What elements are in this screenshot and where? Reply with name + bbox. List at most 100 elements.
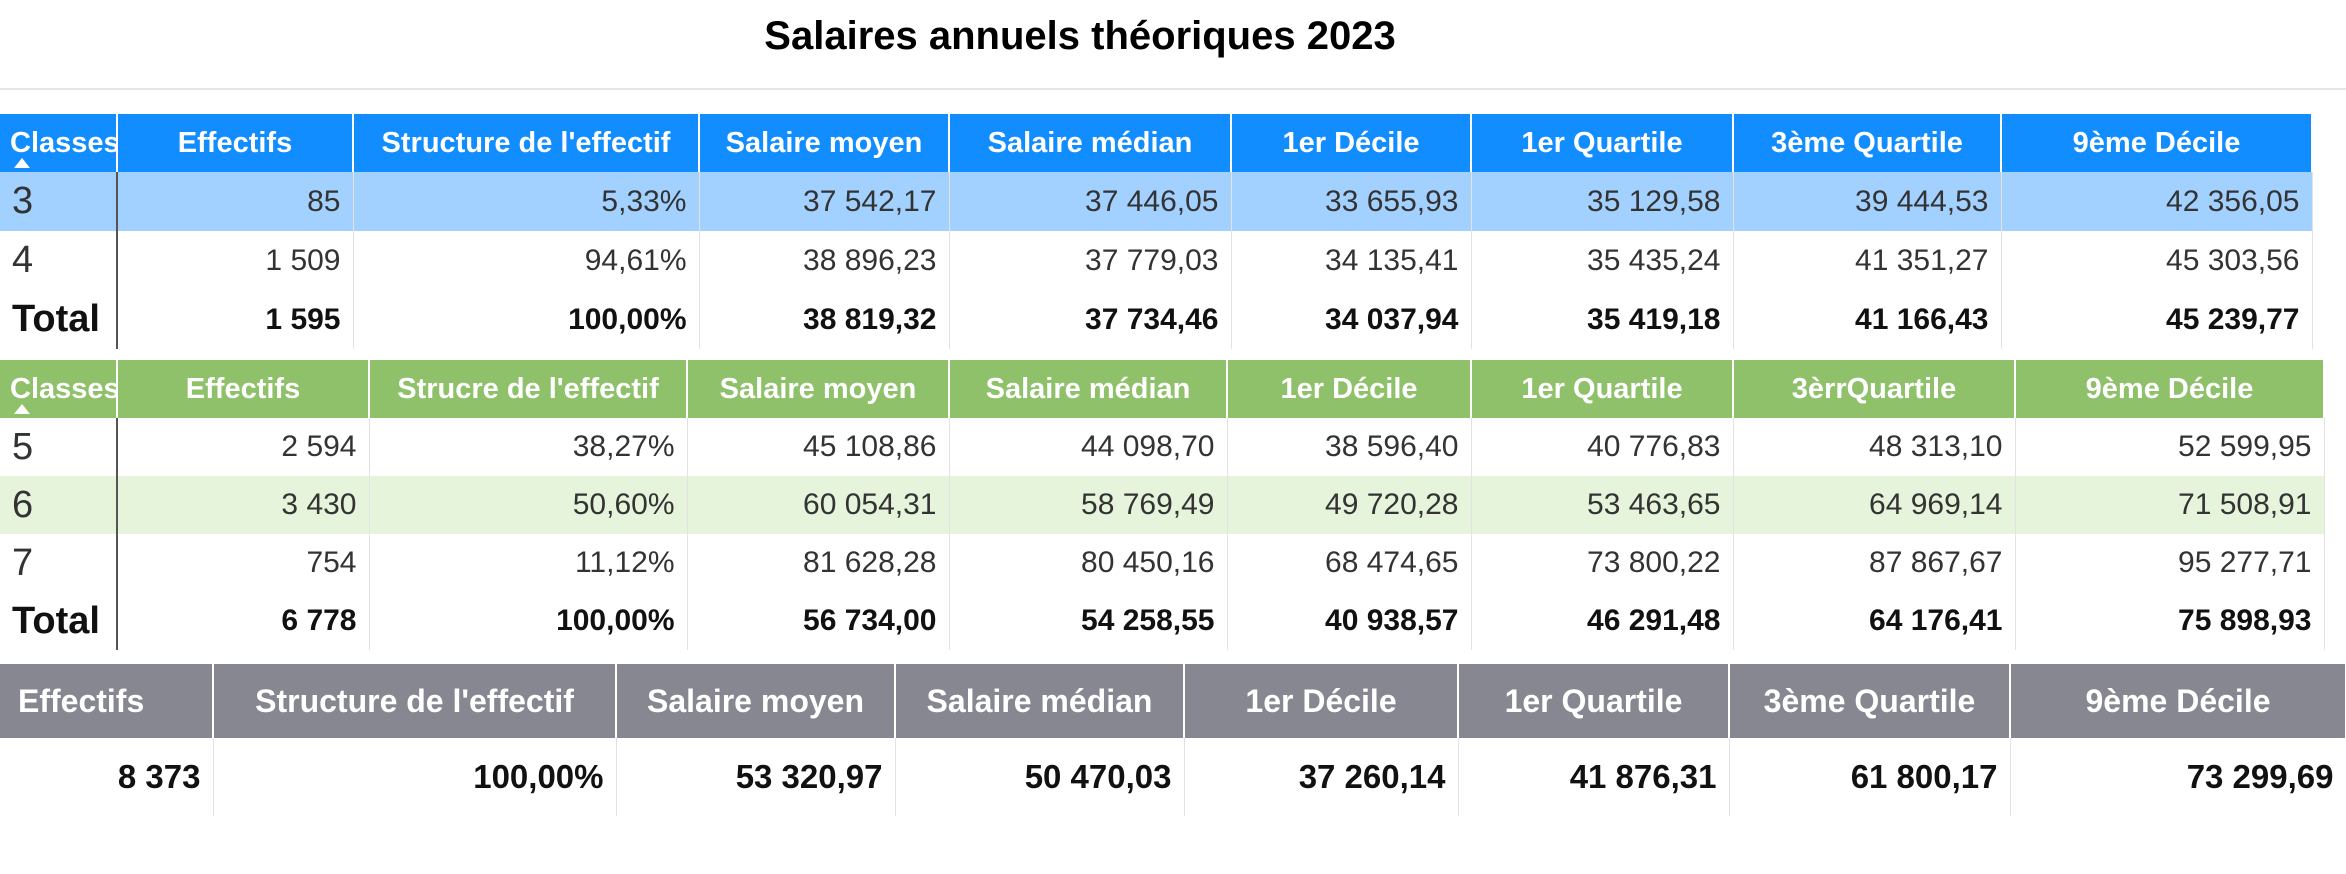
total-cell: 37 734,46 [949,290,1232,349]
column-header-label: Classes [10,126,117,159]
value-cell: 38 896,23 [699,231,950,290]
value-cell: 754 [117,534,370,592]
column-header-salaire-median[interactable]: Salaire médian [895,664,1185,738]
total-cell: 34 037,94 [1231,290,1472,349]
column-header-effectifs[interactable]: Effectifs [0,664,214,738]
column-header-structure[interactable]: Strucre de l'effectif [369,360,688,418]
total-cell: 41 166,43 [1733,290,2002,349]
column-header-3eme-quartile[interactable]: 3ème Quartile [1733,114,2002,172]
column-header-1er-decile[interactable]: 1er Décile [1184,664,1459,738]
class-cell: 4 [0,231,118,290]
value-cell: 58 769,49 [949,476,1228,534]
value-cell: 1 509 [117,231,354,290]
value-cell: 5,33% [353,172,700,231]
value-cell: 37 542,17 [699,172,950,231]
column-header-effectifs[interactable]: Effectifs [117,360,370,418]
value-cell: 94,61% [353,231,700,290]
value-cell: 53 463,65 [1471,476,1734,534]
column-header-label: Classes [10,372,117,405]
sort-ascending-icon[interactable] [14,404,30,414]
value-cell: 11,12% [369,534,688,592]
value-cell: 42 356,05 [2001,172,2313,231]
total-cell: 64 176,41 [1733,592,2016,650]
total-row: Total 1 595 100,00% 38 819,32 37 734,46 … [0,290,2313,349]
value-cell: 87 867,67 [1733,534,2016,592]
table-row[interactable]: 5 2 594 38,27% 45 108,86 44 098,70 38 59… [0,418,2325,476]
value-cell: 39 444,53 [1733,172,2002,231]
summary-row[interactable]: 8 373 100,00% 53 320,97 50 470,03 37 260… [0,738,2346,816]
sort-ascending-icon[interactable] [14,158,30,168]
class-cell: 7 [0,534,118,592]
summary-cell: 100,00% [213,738,617,816]
value-cell: 2 594 [117,418,370,476]
summary-cell: 73 299,69 [2010,738,2346,816]
column-header-9eme-decile[interactable]: 9ème Décile [2001,114,2313,172]
value-cell: 71 508,91 [2015,476,2325,534]
value-cell: 45 303,56 [2001,231,2313,290]
column-header-structure[interactable]: Structure de l'effectif [213,664,617,738]
total-row: Total 6 778 100,00% 56 734,00 54 258,55 … [0,592,2325,650]
summary-cell: 37 260,14 [1184,738,1459,816]
column-header-salaire-median[interactable]: Salaire médian [949,360,1228,418]
value-cell: 41 351,27 [1733,231,2002,290]
value-cell: 40 776,83 [1471,418,1734,476]
value-cell: 60 054,31 [687,476,950,534]
value-cell: 44 098,70 [949,418,1228,476]
column-header-1er-quartile[interactable]: 1er Quartile [1471,360,1734,418]
value-cell: 35 435,24 [1471,231,1734,290]
column-header-1er-quartile[interactable]: 1er Quartile [1471,114,1734,172]
column-header-3eme-quartile[interactable]: 3ème Quartile [1729,664,2011,738]
value-cell: 68 474,65 [1227,534,1472,592]
report-title: Salaires annuels théoriques 2023 [764,14,1396,58]
column-header-3eme-quartile[interactable]: 3èrrQuartile [1733,360,2016,418]
total-cell: 38 819,32 [699,290,950,349]
column-header-9eme-decile[interactable]: 9ème Décile [2010,664,2346,738]
value-cell: 49 720,28 [1227,476,1472,534]
column-header-1er-quartile[interactable]: 1er Quartile [1458,664,1730,738]
value-cell: 33 655,93 [1231,172,1472,231]
class-cell: 5 [0,418,118,476]
column-header-classes[interactable]: Classes [0,360,118,418]
column-header-9eme-decile[interactable]: 9ème Décile [2015,360,2325,418]
table-summary: Effectifs Structure de l'effectif Salair… [0,664,2346,816]
column-header-salaire-moyen[interactable]: Salaire moyen [616,664,896,738]
column-header-structure[interactable]: Structure de l'effectif [353,114,700,172]
column-header-effectifs[interactable]: Effectifs [117,114,354,172]
column-header-1er-decile[interactable]: 1er Décile [1227,360,1472,418]
column-header-classes[interactable]: Classes [0,114,118,172]
column-header-1er-decile[interactable]: 1er Décile [1231,114,1472,172]
total-cell: 75 898,93 [2015,592,2325,650]
summary-cell: 50 470,03 [895,738,1185,816]
value-cell: 38,27% [369,418,688,476]
table-row[interactable]: 7 754 11,12% 81 628,28 80 450,16 68 474,… [0,534,2325,592]
column-header-salaire-moyen[interactable]: Salaire moyen [699,114,950,172]
value-cell: 34 135,41 [1231,231,1472,290]
total-cell: 54 258,55 [949,592,1228,650]
total-cell: 1 595 [117,290,354,349]
table-row[interactable]: 3 85 5,33% 37 542,17 37 446,05 33 655,93… [0,172,2313,231]
value-cell: 38 596,40 [1227,418,1472,476]
value-cell: 35 129,58 [1471,172,1734,231]
total-cell: 35 419,18 [1471,290,1734,349]
column-header-salaire-median[interactable]: Salaire médian [949,114,1232,172]
class-cell: 6 [0,476,118,534]
total-cell: 46 291,48 [1471,592,1734,650]
table-classes-3-4: Classes Effectifs Structure de l'effecti… [0,114,2313,349]
total-cell: 40 938,57 [1227,592,1472,650]
summary-cell: 61 800,17 [1729,738,2011,816]
column-header-salaire-moyen[interactable]: Salaire moyen [687,360,950,418]
value-cell: 37 446,05 [949,172,1232,231]
value-cell: 52 599,95 [2015,418,2325,476]
table-row[interactable]: 6 3 430 50,60% 60 054,31 58 769,49 49 72… [0,476,2325,534]
total-cell: 6 778 [117,592,370,650]
table-header-row: Classes Effectifs Structure de l'effecti… [0,114,2313,172]
value-cell: 85 [117,172,354,231]
title-divider [0,88,2346,90]
value-cell: 50,60% [369,476,688,534]
value-cell: 73 800,22 [1471,534,1734,592]
table-row[interactable]: 4 1 509 94,61% 38 896,23 37 779,03 34 13… [0,231,2313,290]
value-cell: 3 430 [117,476,370,534]
table-header-row: Classes Effectifs Strucre de l'effectif … [0,360,2325,418]
value-cell: 81 628,28 [687,534,950,592]
value-cell: 80 450,16 [949,534,1228,592]
